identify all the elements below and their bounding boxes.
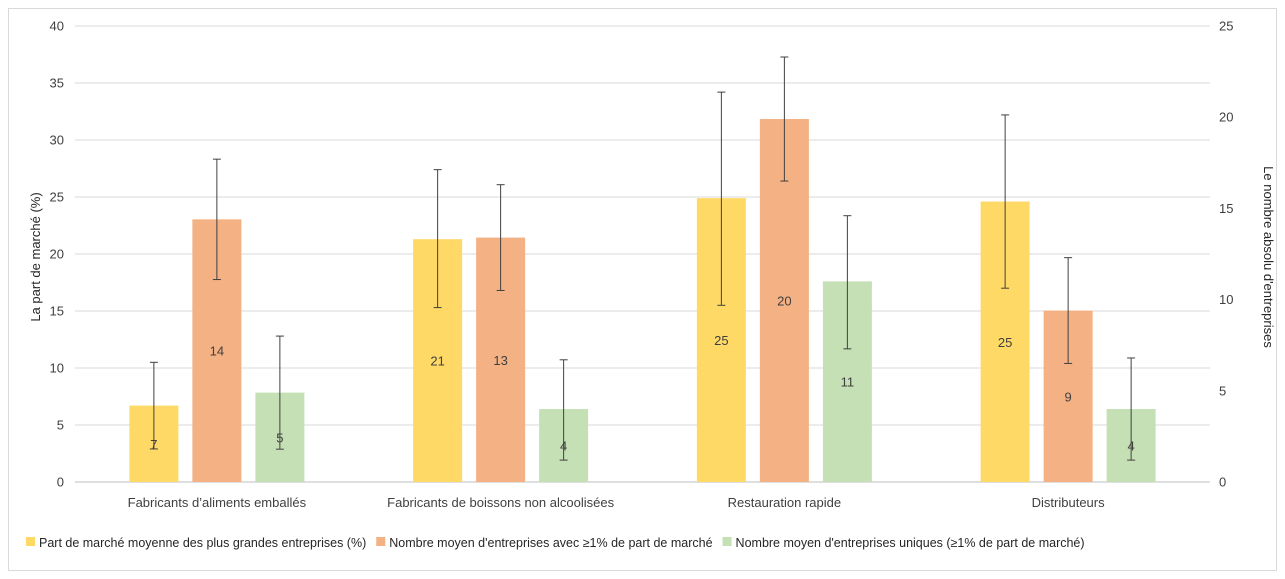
left-tick-label: 5 xyxy=(57,418,64,433)
data-label: 7 xyxy=(150,437,157,452)
category-label: Restauration rapide xyxy=(728,495,841,510)
right-axis-title: Le nombre absolu d'entreprises xyxy=(1261,166,1276,348)
data-label: 13 xyxy=(493,353,507,368)
left-tick-label: 35 xyxy=(50,76,64,91)
left-tick-label: 25 xyxy=(50,190,64,205)
error-bars xyxy=(149,56,1136,461)
right-tick-label: 25 xyxy=(1219,19,1233,34)
category-label: Fabricants d’aliments emballés xyxy=(128,495,307,510)
right-axis-ticks: 0 5 10 15 20 25 xyxy=(1219,19,1233,490)
data-labels: 7 14 5 21 13 4 25 20 11 25 9 4 xyxy=(150,294,1134,454)
right-tick-label: 15 xyxy=(1219,201,1233,216)
left-tick-label: 30 xyxy=(50,133,64,148)
left-tick-label: 0 xyxy=(57,475,64,490)
right-tick-label: 20 xyxy=(1219,110,1233,125)
data-label: 21 xyxy=(430,354,444,369)
left-axis-title: La part de marché (%) xyxy=(28,192,43,321)
category-label: Fabricants de boissons non alcoolisées xyxy=(387,495,614,510)
data-label: 25 xyxy=(714,333,728,348)
data-label: 4 xyxy=(560,439,567,454)
left-tick-label: 20 xyxy=(50,247,64,262)
gridlines xyxy=(75,25,1210,483)
category-label: Distributeurs xyxy=(1032,495,1105,510)
right-tick-label: 10 xyxy=(1219,292,1233,307)
data-label: 9 xyxy=(1065,389,1072,404)
right-tick-label: 5 xyxy=(1219,383,1226,398)
legend-entry: Part de marché moyenne des plus grandes … xyxy=(39,536,366,550)
legend-swatch xyxy=(376,537,386,546)
bar-group xyxy=(129,119,1156,483)
left-axis-ticks: 0 5 10 15 20 25 30 35 40 xyxy=(50,19,64,490)
data-label: 20 xyxy=(777,294,791,309)
legend-swatch xyxy=(26,537,35,546)
right-tick-label: 0 xyxy=(1219,475,1226,490)
legend-entry: Nombre moyen d'entreprises uniques (≥1% … xyxy=(736,536,1085,550)
category-labels: Fabricants d’aliments emballés Fabricants… xyxy=(128,495,1105,510)
data-label: 25 xyxy=(998,335,1012,350)
left-tick-label: 15 xyxy=(50,304,64,319)
left-tick-label: 40 xyxy=(50,19,64,34)
data-label: 5 xyxy=(276,430,283,445)
left-tick-label: 10 xyxy=(50,361,64,376)
data-label: 4 xyxy=(1128,439,1135,454)
data-label: 14 xyxy=(210,344,224,359)
legend-entry: Nombre moyen d'entreprises avec ≥1% de p… xyxy=(389,536,712,550)
legend-swatch xyxy=(722,537,732,546)
legend: Part de marché moyenne des plus grandes … xyxy=(26,536,1085,550)
data-label: 11 xyxy=(841,375,855,390)
